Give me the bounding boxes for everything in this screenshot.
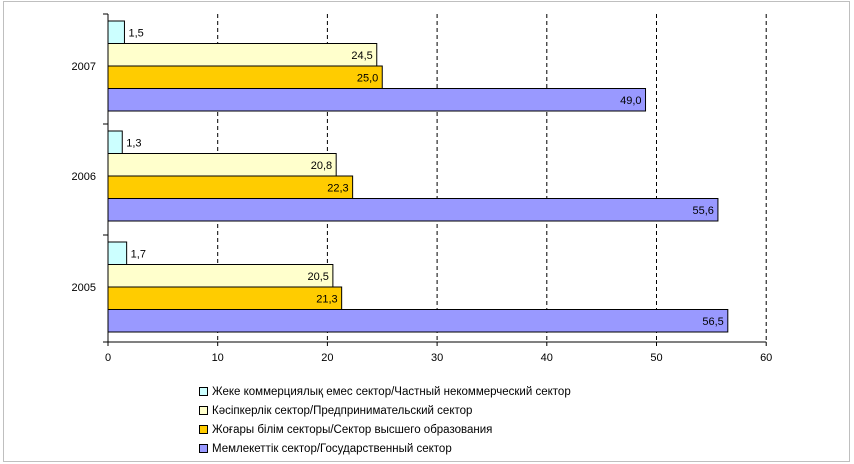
- data-label: 1,7: [131, 248, 146, 260]
- legend-swatch-nonprofit: [199, 387, 208, 396]
- bar: [107, 286, 343, 310]
- legend-item-nonprofit: Жеке коммерциялық емес сектор/Частный не…: [199, 382, 571, 401]
- data-label: 55,6: [693, 205, 714, 217]
- bar: [107, 43, 378, 67]
- data-label: 20,5: [307, 271, 328, 283]
- bar: [107, 88, 647, 112]
- x-tick-label: 60: [760, 352, 772, 364]
- data-label: 21,3: [316, 293, 337, 305]
- x-tick-label: 10: [212, 352, 224, 364]
- legend-label-government: Мемлекеттік сектор/Государственный секто…: [212, 442, 452, 455]
- category-label: 2006: [72, 171, 96, 183]
- bar: [107, 65, 383, 89]
- legend-label-nonprofit: Жеке коммерциялық емес сектор/Частный не…: [212, 385, 571, 398]
- category-label: 2005: [72, 282, 96, 294]
- legend-swatch-business: [199, 406, 208, 415]
- legend-label-higher-education: Жоғары білім секторы/Сектор высшего обра…: [212, 423, 493, 436]
- bar: [107, 241, 128, 265]
- legend-item-business: Кәсіпкерлік сектор/Предпринимательский с…: [199, 401, 571, 420]
- bar: [107, 309, 729, 333]
- legend: Жеке коммерциялық емес сектор/Частный не…: [199, 382, 571, 458]
- category-label: 2007: [72, 61, 96, 73]
- x-tick-label: 0: [105, 352, 111, 364]
- chart-frame: 1,5 24,5 25,0 49,0 2007 1,3 20,8 22,3 55,6 2006 1,…: [3, 1, 850, 462]
- data-label: 25,0: [357, 72, 378, 84]
- bar: [107, 264, 334, 288]
- x-tick-label: 30: [431, 352, 443, 364]
- data-label: 1,5: [128, 27, 143, 39]
- legend-swatch-higher-education: [199, 425, 208, 434]
- bar: [107, 198, 719, 222]
- bar: [107, 153, 337, 177]
- x-tick-label: 50: [650, 352, 662, 364]
- legend-item-higher-education: Жоғары білім секторы/Сектор высшего обра…: [199, 420, 571, 439]
- legend-swatch-government: [199, 444, 208, 453]
- x-tick-label: 20: [321, 352, 333, 364]
- data-label: 1,3: [126, 137, 141, 149]
- legend-item-government: Мемлекеттік сектор/Государственный секто…: [199, 439, 571, 458]
- x-tick-label: 40: [541, 352, 553, 364]
- data-label: 24,5: [351, 50, 372, 62]
- data-label: 49,0: [620, 95, 641, 107]
- bar: [107, 130, 123, 154]
- data-label: 22,3: [327, 182, 348, 194]
- data-label: 20,8: [311, 160, 332, 172]
- bar-chart: 1,5 24,5 25,0 49,0 2007 1,3 20,8 22,3 55,6 2006 1,…: [72, 13, 772, 364]
- bar: [107, 20, 125, 44]
- bar: [107, 175, 354, 199]
- legend-label-business: Кәсіпкерлік сектор/Предпринимательский с…: [212, 404, 473, 417]
- data-label: 56,5: [702, 316, 723, 328]
